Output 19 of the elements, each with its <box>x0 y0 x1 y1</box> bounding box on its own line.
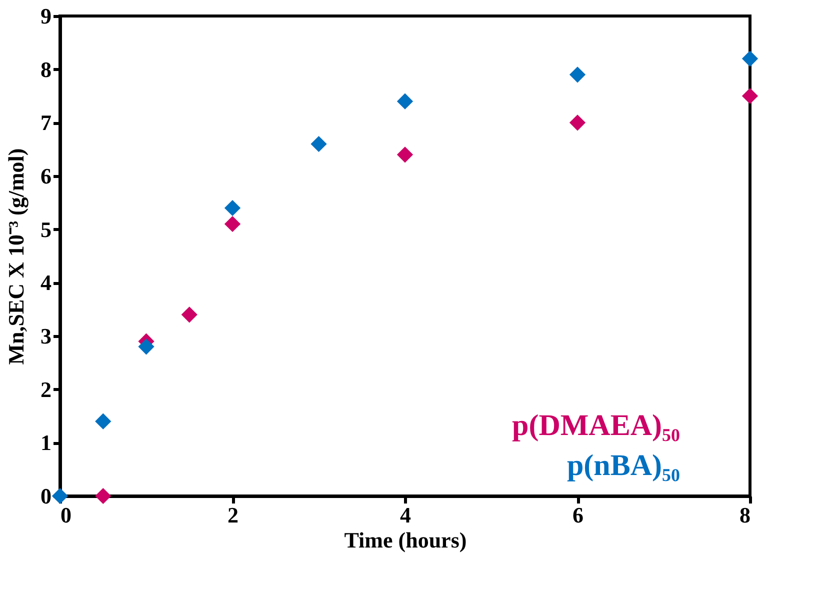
text: p(DMAEA)₅₀ <box>512 409 680 442</box>
text: p(nBA)₅₀ <box>566 449 680 482</box>
y-axis-title: Mn,SEC X 10⁻³ (g/mol) <box>4 148 28 365</box>
x-axis-title: Time (hours) <box>344 528 467 552</box>
y-tick-label: 0 <box>40 484 52 508</box>
x-tick-label: 2 <box>228 502 238 528</box>
y-tick-label: 6 <box>40 164 52 188</box>
y-tick-label: 5 <box>40 216 52 242</box>
x-tick-label: 6 <box>572 502 584 528</box>
y-tick-label: 8 <box>40 56 52 82</box>
y-tick-label: 7 <box>40 110 52 136</box>
y-tick-label: 2 <box>40 376 52 402</box>
y-tick-label: 9 <box>40 4 52 28</box>
x-tick-label: 8 <box>740 502 750 528</box>
y-tick-label: 3 <box>40 324 52 348</box>
x-tick-label: 4 <box>400 502 411 528</box>
y-tick-label: 4 <box>40 270 52 296</box>
x-tick-label: 0 <box>60 502 72 528</box>
y-tick-label: 1 <box>40 430 52 456</box>
